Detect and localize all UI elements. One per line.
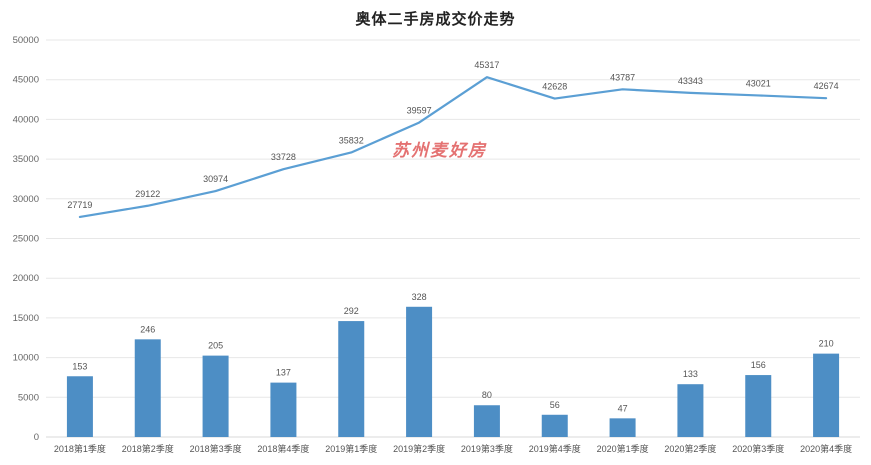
y-axis-label: 5000 (18, 392, 39, 403)
x-axis-label: 2020第1季度 (597, 443, 649, 454)
bar-value-label: 156 (751, 360, 766, 370)
bar-value-label: 210 (819, 339, 834, 349)
x-axis-label: 2018第3季度 (190, 443, 242, 454)
y-axis-label: 45000 (13, 75, 39, 86)
x-axis-label: 2020第3季度 (732, 443, 784, 454)
y-axis-label: 0 (34, 432, 39, 443)
price-line (78, 76, 828, 219)
bar-value-label: 137 (276, 368, 291, 378)
line-value-label: 27719 (67, 200, 92, 210)
bar (202, 355, 229, 437)
y-axis-label: 10000 (13, 353, 39, 364)
bar-value-label: 133 (683, 369, 698, 379)
bar (66, 376, 93, 437)
bar (745, 375, 772, 437)
line-value-label: 43021 (746, 78, 771, 88)
line-value-label: 42628 (542, 82, 567, 92)
y-axis-label: 15000 (13, 313, 39, 324)
bar (677, 384, 704, 437)
line-value-label: 43343 (678, 76, 703, 86)
line-value-label: 45317 (474, 60, 499, 70)
line-value-label: 39597 (407, 106, 432, 116)
line-value-label: 35832 (339, 135, 364, 145)
bar-value-label: 56 (550, 400, 560, 410)
y-axis-label: 50000 (13, 35, 39, 46)
y-axis-label: 25000 (13, 234, 39, 245)
bar-value-label: 205 (208, 341, 223, 351)
x-axis-label: 2019第2季度 (393, 443, 445, 454)
y-axis-label: 30000 (13, 194, 39, 205)
x-axis-label: 2020第2季度 (664, 443, 716, 454)
x-axis-label: 2019第3季度 (461, 443, 513, 454)
line-value-label: 43787 (610, 72, 635, 82)
bar-value-label: 153 (72, 361, 87, 371)
bar (813, 353, 840, 437)
line-value-label: 30974 (203, 174, 228, 184)
bar-value-label: 80 (482, 390, 492, 400)
bar (609, 418, 636, 437)
x-axis-label: 2018第4季度 (257, 443, 309, 454)
bar-value-label: 246 (140, 324, 155, 334)
x-axis-label: 2019第4季度 (529, 443, 581, 454)
bar-value-label: 47 (618, 403, 628, 413)
x-axis-label: 2019第1季度 (325, 443, 377, 454)
x-axis-label: 2018第2季度 (122, 443, 174, 454)
bar (338, 321, 365, 437)
bar (541, 414, 568, 437)
line-value-label: 29122 (135, 189, 160, 199)
x-axis-label: 2020第4季度 (800, 443, 852, 454)
x-axis-label: 2018第1季度 (54, 443, 106, 454)
bar (270, 382, 297, 437)
bar (473, 405, 500, 437)
bar (406, 306, 433, 437)
bar-value-label: 328 (412, 292, 427, 302)
chart-title: 奥体二手房成交价走势 (355, 11, 516, 28)
y-axis-label: 20000 (13, 273, 39, 284)
y-axis-label: 40000 (13, 114, 39, 125)
y-axis-label: 35000 (13, 154, 39, 165)
line-value-label: 33728 (271, 152, 296, 162)
line-value-label: 42674 (814, 81, 839, 91)
bar-value-label: 292 (344, 306, 359, 316)
bar (134, 339, 161, 437)
